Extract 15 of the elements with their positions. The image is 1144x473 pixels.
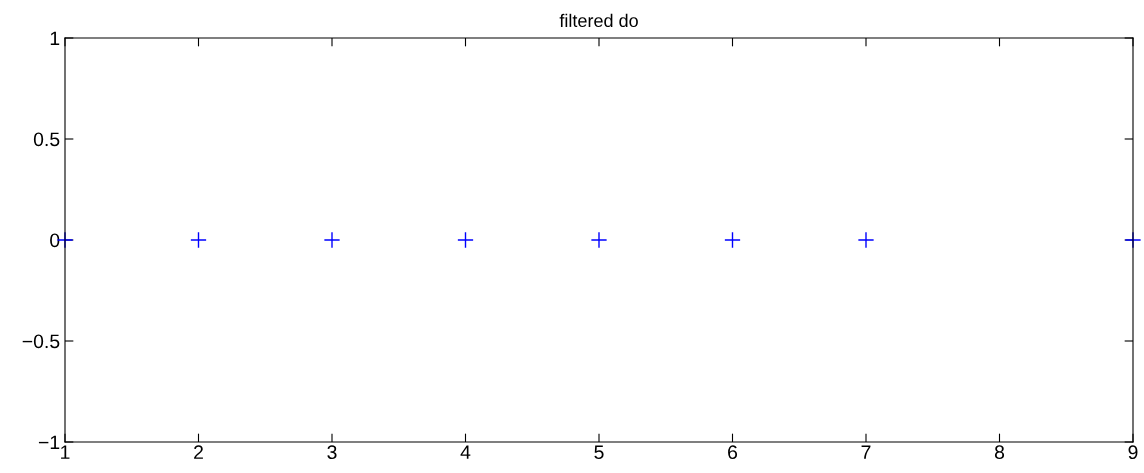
x-tick-label: 3 xyxy=(327,445,337,460)
y-tick-label: −0.5 xyxy=(22,334,60,349)
x-tick-label: 4 xyxy=(460,445,471,459)
y-tick-label: −1 xyxy=(38,435,60,450)
x-tick-label: 7 xyxy=(861,445,871,459)
x-tick-label: 9 xyxy=(1128,445,1138,460)
y-tick-label: 0.5 xyxy=(33,132,60,147)
x-tick-label: 6 xyxy=(728,445,738,460)
chart-title: filtered do xyxy=(559,13,638,28)
x-tick-label: 2 xyxy=(194,445,203,459)
y-tick-label: 1 xyxy=(50,31,60,46)
y-tick-label: 0 xyxy=(50,233,60,248)
x-tick-label: 8 xyxy=(994,445,1005,460)
x-tick-label: 5 xyxy=(594,445,604,460)
x-tick-label: 1 xyxy=(61,445,70,459)
